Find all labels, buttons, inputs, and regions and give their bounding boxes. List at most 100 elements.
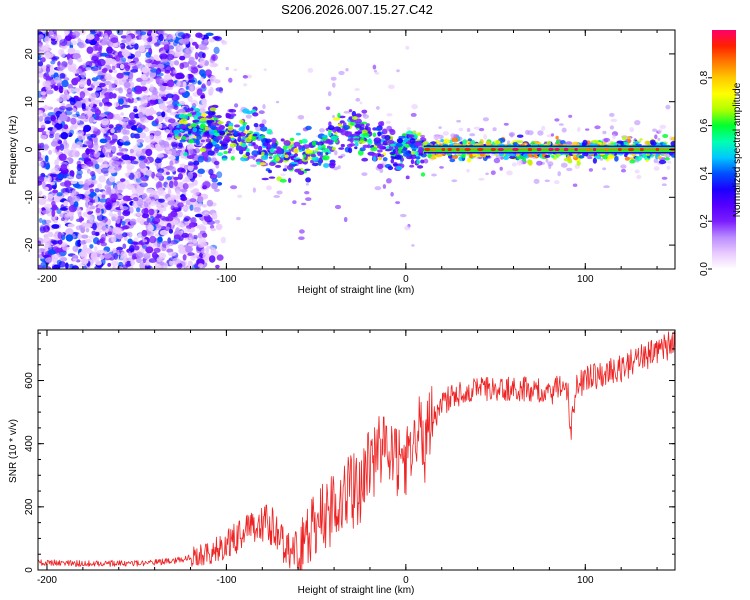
spectrogram-cell — [301, 202, 307, 206]
spectrogram-cell — [68, 204, 77, 213]
spectrogram-cell — [51, 35, 60, 39]
spectrogram-cell — [473, 126, 481, 130]
spectrogram-cell — [516, 160, 523, 166]
spectrogram-cell — [207, 150, 215, 156]
spectrogram-cell — [176, 263, 183, 269]
spectrogram-cell — [76, 206, 81, 211]
spectrogram-cell — [119, 138, 126, 143]
spectrogram-cell — [200, 120, 207, 124]
spectrogram-cell — [607, 154, 614, 160]
spectrogram-cell — [639, 138, 643, 141]
spectrogram-cell — [587, 156, 593, 160]
spectrogram-cell — [319, 151, 323, 156]
spectrogram-cell — [325, 152, 329, 156]
spectrogram-cell — [147, 224, 154, 232]
spectrogram-cell — [161, 111, 166, 118]
spectrogram-cell — [206, 133, 210, 139]
spectrogram-cell — [536, 160, 543, 166]
spectrogram-cell — [69, 170, 75, 178]
spectrogram-cell — [98, 222, 103, 228]
spectrogram-cell — [89, 244, 94, 249]
spectrogram-cell — [52, 148, 58, 153]
spectrogram-cell — [38, 198, 47, 206]
spectrogram-cell — [83, 126, 91, 133]
spectrogram-cell — [149, 235, 157, 244]
spectrogram-cell — [404, 143, 410, 148]
spectrogram-cell — [565, 141, 573, 146]
spectrogram-cell — [447, 147, 452, 152]
spectrogram-cell — [57, 65, 65, 71]
spectrogram-cell — [118, 98, 124, 105]
spectrogram-cell — [293, 147, 299, 154]
spectrogram-cell — [189, 60, 198, 66]
spectrogram-cell — [609, 112, 615, 117]
spectrogram-cell — [634, 169, 640, 174]
spectrogram-cell — [159, 84, 167, 92]
spectrogram-cell — [60, 243, 66, 248]
spectrogram-cell — [54, 132, 61, 140]
spectrogram-cell — [72, 150, 80, 158]
spectrogram-cell — [561, 127, 567, 133]
spectrogram-cell — [203, 157, 209, 162]
spectrogram-cell — [321, 149, 326, 153]
spectrogram-cell — [64, 213, 72, 218]
spectrogram-cell — [305, 183, 309, 186]
spectrogram-cell — [400, 149, 409, 154]
spectrogram-cell — [87, 110, 93, 118]
spectrogram-cell — [94, 163, 100, 170]
spectrogram-cell — [578, 155, 585, 159]
spectrogram-cell — [451, 137, 459, 143]
spectrogram-cell — [355, 97, 361, 102]
spectrogram-cell — [47, 249, 57, 255]
spectrogram-cell — [196, 88, 203, 96]
spectrogram-cell — [140, 86, 148, 92]
spectrogram-cell — [72, 258, 78, 262]
spectrogram-cell — [177, 211, 183, 218]
spectrogram-cell — [61, 217, 65, 221]
spectrogram-cell — [620, 164, 627, 169]
spectrogram-cell — [602, 154, 608, 160]
spectrogram-cell — [99, 254, 105, 260]
spectrogram-cell — [354, 146, 358, 150]
spectrogram-cell — [258, 110, 265, 115]
spectrogram-cell — [284, 149, 290, 153]
spectrogram-cell — [153, 247, 161, 253]
spectrogram-cell — [42, 181, 46, 190]
spectrogram-cell — [126, 87, 133, 95]
spectrogram-cell — [358, 140, 366, 144]
spectrogram-cell — [150, 64, 158, 68]
spectrogram-cell — [592, 157, 598, 164]
spectrogram-cell — [284, 154, 289, 159]
spectrogram-cell — [385, 148, 392, 152]
colorbar-tick-label: 0.0 — [699, 262, 710, 276]
spectrogram-cell — [418, 148, 423, 153]
spectrogram-cell — [43, 225, 50, 233]
spectrogram-cell — [248, 143, 252, 147]
spectrogram-cell — [167, 150, 173, 155]
spectrogram-cell — [89, 205, 96, 210]
spectrogram-cell — [377, 131, 382, 137]
spectrogram-cell — [201, 247, 209, 255]
spectrogram-cell — [38, 193, 42, 197]
spectrogram-cell — [77, 239, 82, 247]
spectrogram-cell — [143, 41, 152, 49]
spectrogram-cell — [133, 108, 138, 113]
spectrogram-cell — [315, 148, 319, 152]
spectrogram-cell — [108, 83, 116, 91]
spectrogram-cell — [632, 141, 640, 145]
spectrogram-cell — [386, 113, 393, 117]
spectrogram-cell — [645, 159, 649, 163]
spectrogram-cell — [192, 127, 198, 133]
spectrogram-xlabel: Height of straight line (km) — [298, 285, 415, 296]
spectrogram-cell — [185, 85, 190, 90]
spectrogram-cell — [102, 146, 108, 154]
spectrogram-cell — [338, 155, 343, 159]
spectrogram-cell — [243, 130, 250, 134]
spectrogram-cell — [143, 201, 149, 208]
spectrogram-cell — [134, 50, 142, 58]
spectrogram-cell — [45, 162, 51, 170]
spectrogram-cell — [440, 138, 444, 143]
spectrogram-cell — [409, 164, 415, 168]
spectrogram-cell — [493, 157, 501, 164]
spectrogram-cell — [361, 109, 368, 114]
